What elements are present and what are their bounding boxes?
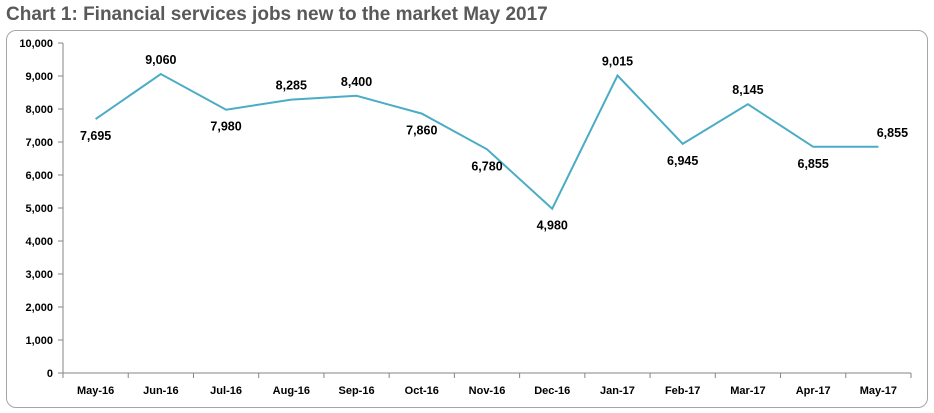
x-tick-label: May-16 <box>77 385 114 397</box>
x-tick-label: May-17 <box>860 385 897 397</box>
x-tick-label: Dec-16 <box>534 385 570 397</box>
x-tick-label: Sep-16 <box>338 385 374 397</box>
x-tick-label: Nov-16 <box>469 385 506 397</box>
y-tick-label: 8,000 <box>25 104 53 116</box>
data-label: 9,060 <box>145 53 176 67</box>
data-label: 7,980 <box>210 120 241 134</box>
data-label: 8,400 <box>341 75 372 89</box>
series-line <box>95 72 879 211</box>
y-tick-label: 5,000 <box>25 203 53 215</box>
x-tick-label: Oct-16 <box>405 385 439 397</box>
data-labels: 7,695 9,060 7,980 8,285 8,400 7,860 6,780 4,980… <box>80 53 908 233</box>
data-label: 6,855 <box>798 157 829 171</box>
y-axis-ticks: 0 1,000 2,000 3,000 4,000 5,000 6,000 7,000 8,00… <box>19 38 63 380</box>
data-label: 6,855 <box>877 126 908 140</box>
x-tick-label: Aug-16 <box>273 385 310 397</box>
y-tick-label: 1,000 <box>25 335 53 347</box>
chart-title: Chart 1: Financial services jobs new to … <box>6 4 548 25</box>
data-label: 7,860 <box>406 124 437 138</box>
x-tick-label: Apr-17 <box>796 385 831 397</box>
y-tick-label: 2,000 <box>25 302 53 314</box>
y-tick-label: 6,000 <box>25 170 53 182</box>
x-axis-ticks: May-16 Jun-16 Jul-16 Aug-16 Sep-16 Oct-16 Nov-… <box>62 373 912 397</box>
x-tick-label: Jul-16 <box>210 385 242 397</box>
data-label: 6,780 <box>471 159 502 173</box>
data-label: 6,945 <box>667 154 698 168</box>
x-tick-label: Feb-17 <box>665 385 700 397</box>
y-tick-label: 9,000 <box>25 71 53 83</box>
y-tick-label: 0 <box>47 368 53 380</box>
x-tick-label: Jan-17 <box>600 385 635 397</box>
x-tick-label: Jun-16 <box>143 385 178 397</box>
y-tick-label: 3,000 <box>25 269 53 281</box>
data-label: 4,980 <box>537 219 568 233</box>
y-tick-label: 4,000 <box>25 236 53 248</box>
data-label: 8,285 <box>276 79 307 93</box>
data-label: 8,145 <box>732 83 763 97</box>
data-label: 7,695 <box>80 129 111 143</box>
y-tick-label: 7,000 <box>25 137 53 149</box>
data-label: 9,015 <box>602 55 633 69</box>
x-tick-label: Mar-17 <box>730 385 765 397</box>
chart-frame <box>6 30 928 408</box>
y-tick-label: 10,000 <box>19 38 53 50</box>
